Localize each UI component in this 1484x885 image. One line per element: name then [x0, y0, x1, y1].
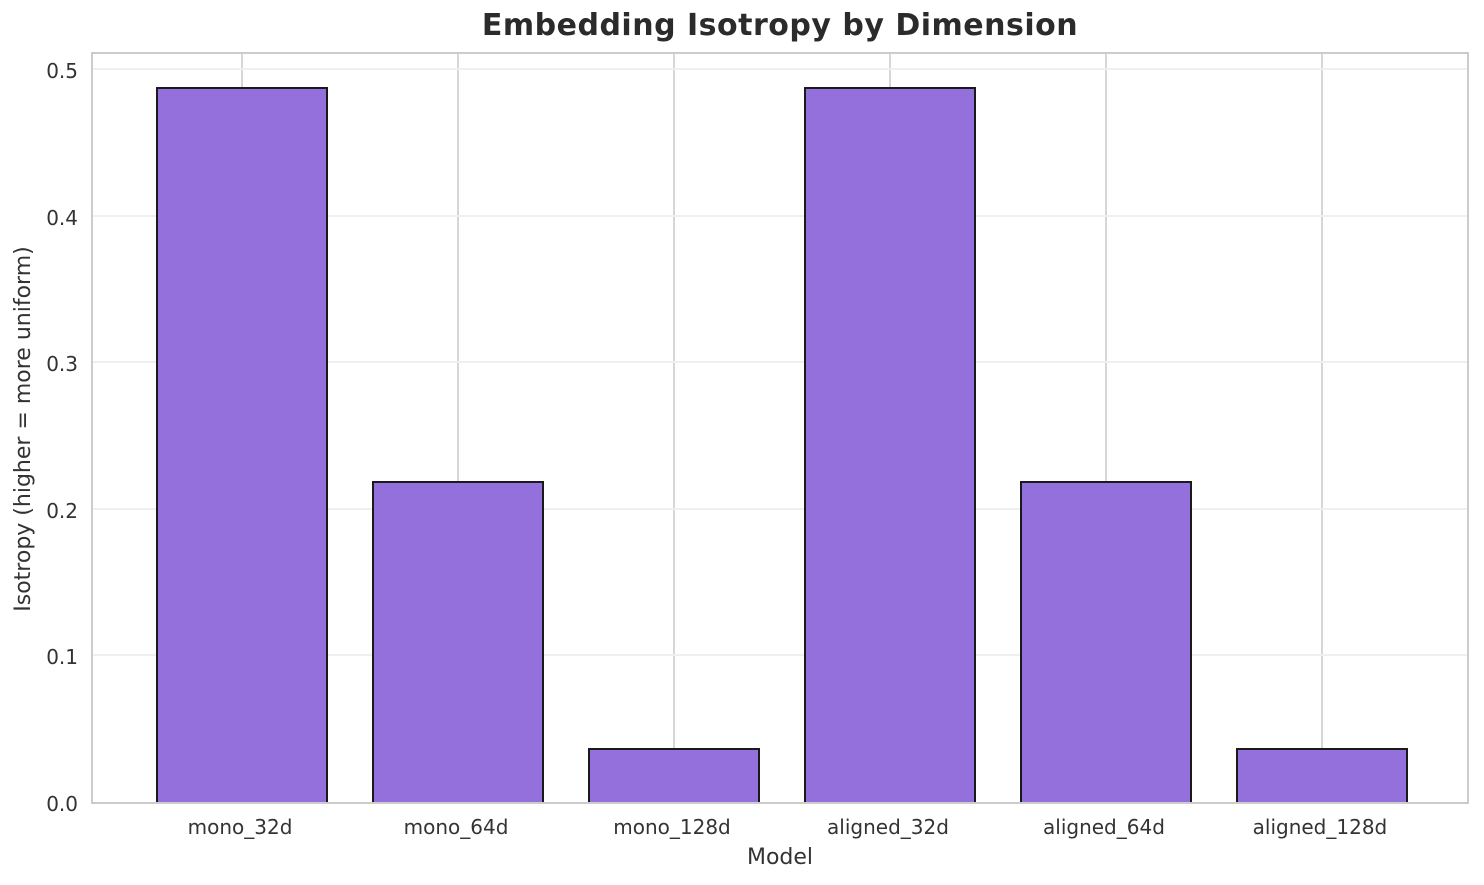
y-tick-label: 0.3: [46, 352, 78, 377]
gridline-h: [93, 654, 1467, 657]
plot-area: [91, 52, 1469, 804]
gridline-h: [93, 68, 1467, 71]
y-tick-label: 0.4: [46, 205, 78, 230]
gridline-h: [93, 361, 1467, 364]
bar-mono_64d: [371, 480, 545, 802]
y-axis-label: Isotropy (higher = more uniform): [11, 246, 36, 612]
y-tick-label: 0.5: [46, 59, 78, 84]
gridline-v: [1104, 54, 1107, 802]
gridline-v: [457, 54, 460, 802]
x-tick-label: aligned_64d: [1043, 815, 1165, 839]
gridline-h: [93, 214, 1467, 217]
gridline-v: [673, 54, 675, 802]
bar-mono_32d: [155, 86, 329, 802]
bar-aligned_128d: [1235, 747, 1409, 802]
bar-aligned_64d: [1019, 480, 1193, 802]
x-tick-label: aligned_128d: [1252, 815, 1388, 839]
x-tick-label: mono_128d: [613, 815, 731, 839]
bar-aligned_32d: [803, 86, 977, 802]
gridline-v: [1320, 54, 1323, 802]
y-tick-label: 0.2: [46, 498, 78, 523]
x-tick-label: mono_64d: [403, 815, 509, 839]
x-axis-label: Model: [746, 845, 814, 870]
bar-mono_128d: [587, 747, 761, 802]
y-tick-label: 0.1: [46, 645, 78, 670]
chart-title: Embedding Isotropy by Dimension: [481, 8, 1079, 43]
x-tick-label: aligned_32d: [827, 815, 949, 839]
x-tick-label: mono_32d: [187, 815, 293, 839]
gridline-h: [93, 507, 1467, 510]
y-tick-label: 0.0: [46, 792, 78, 816]
